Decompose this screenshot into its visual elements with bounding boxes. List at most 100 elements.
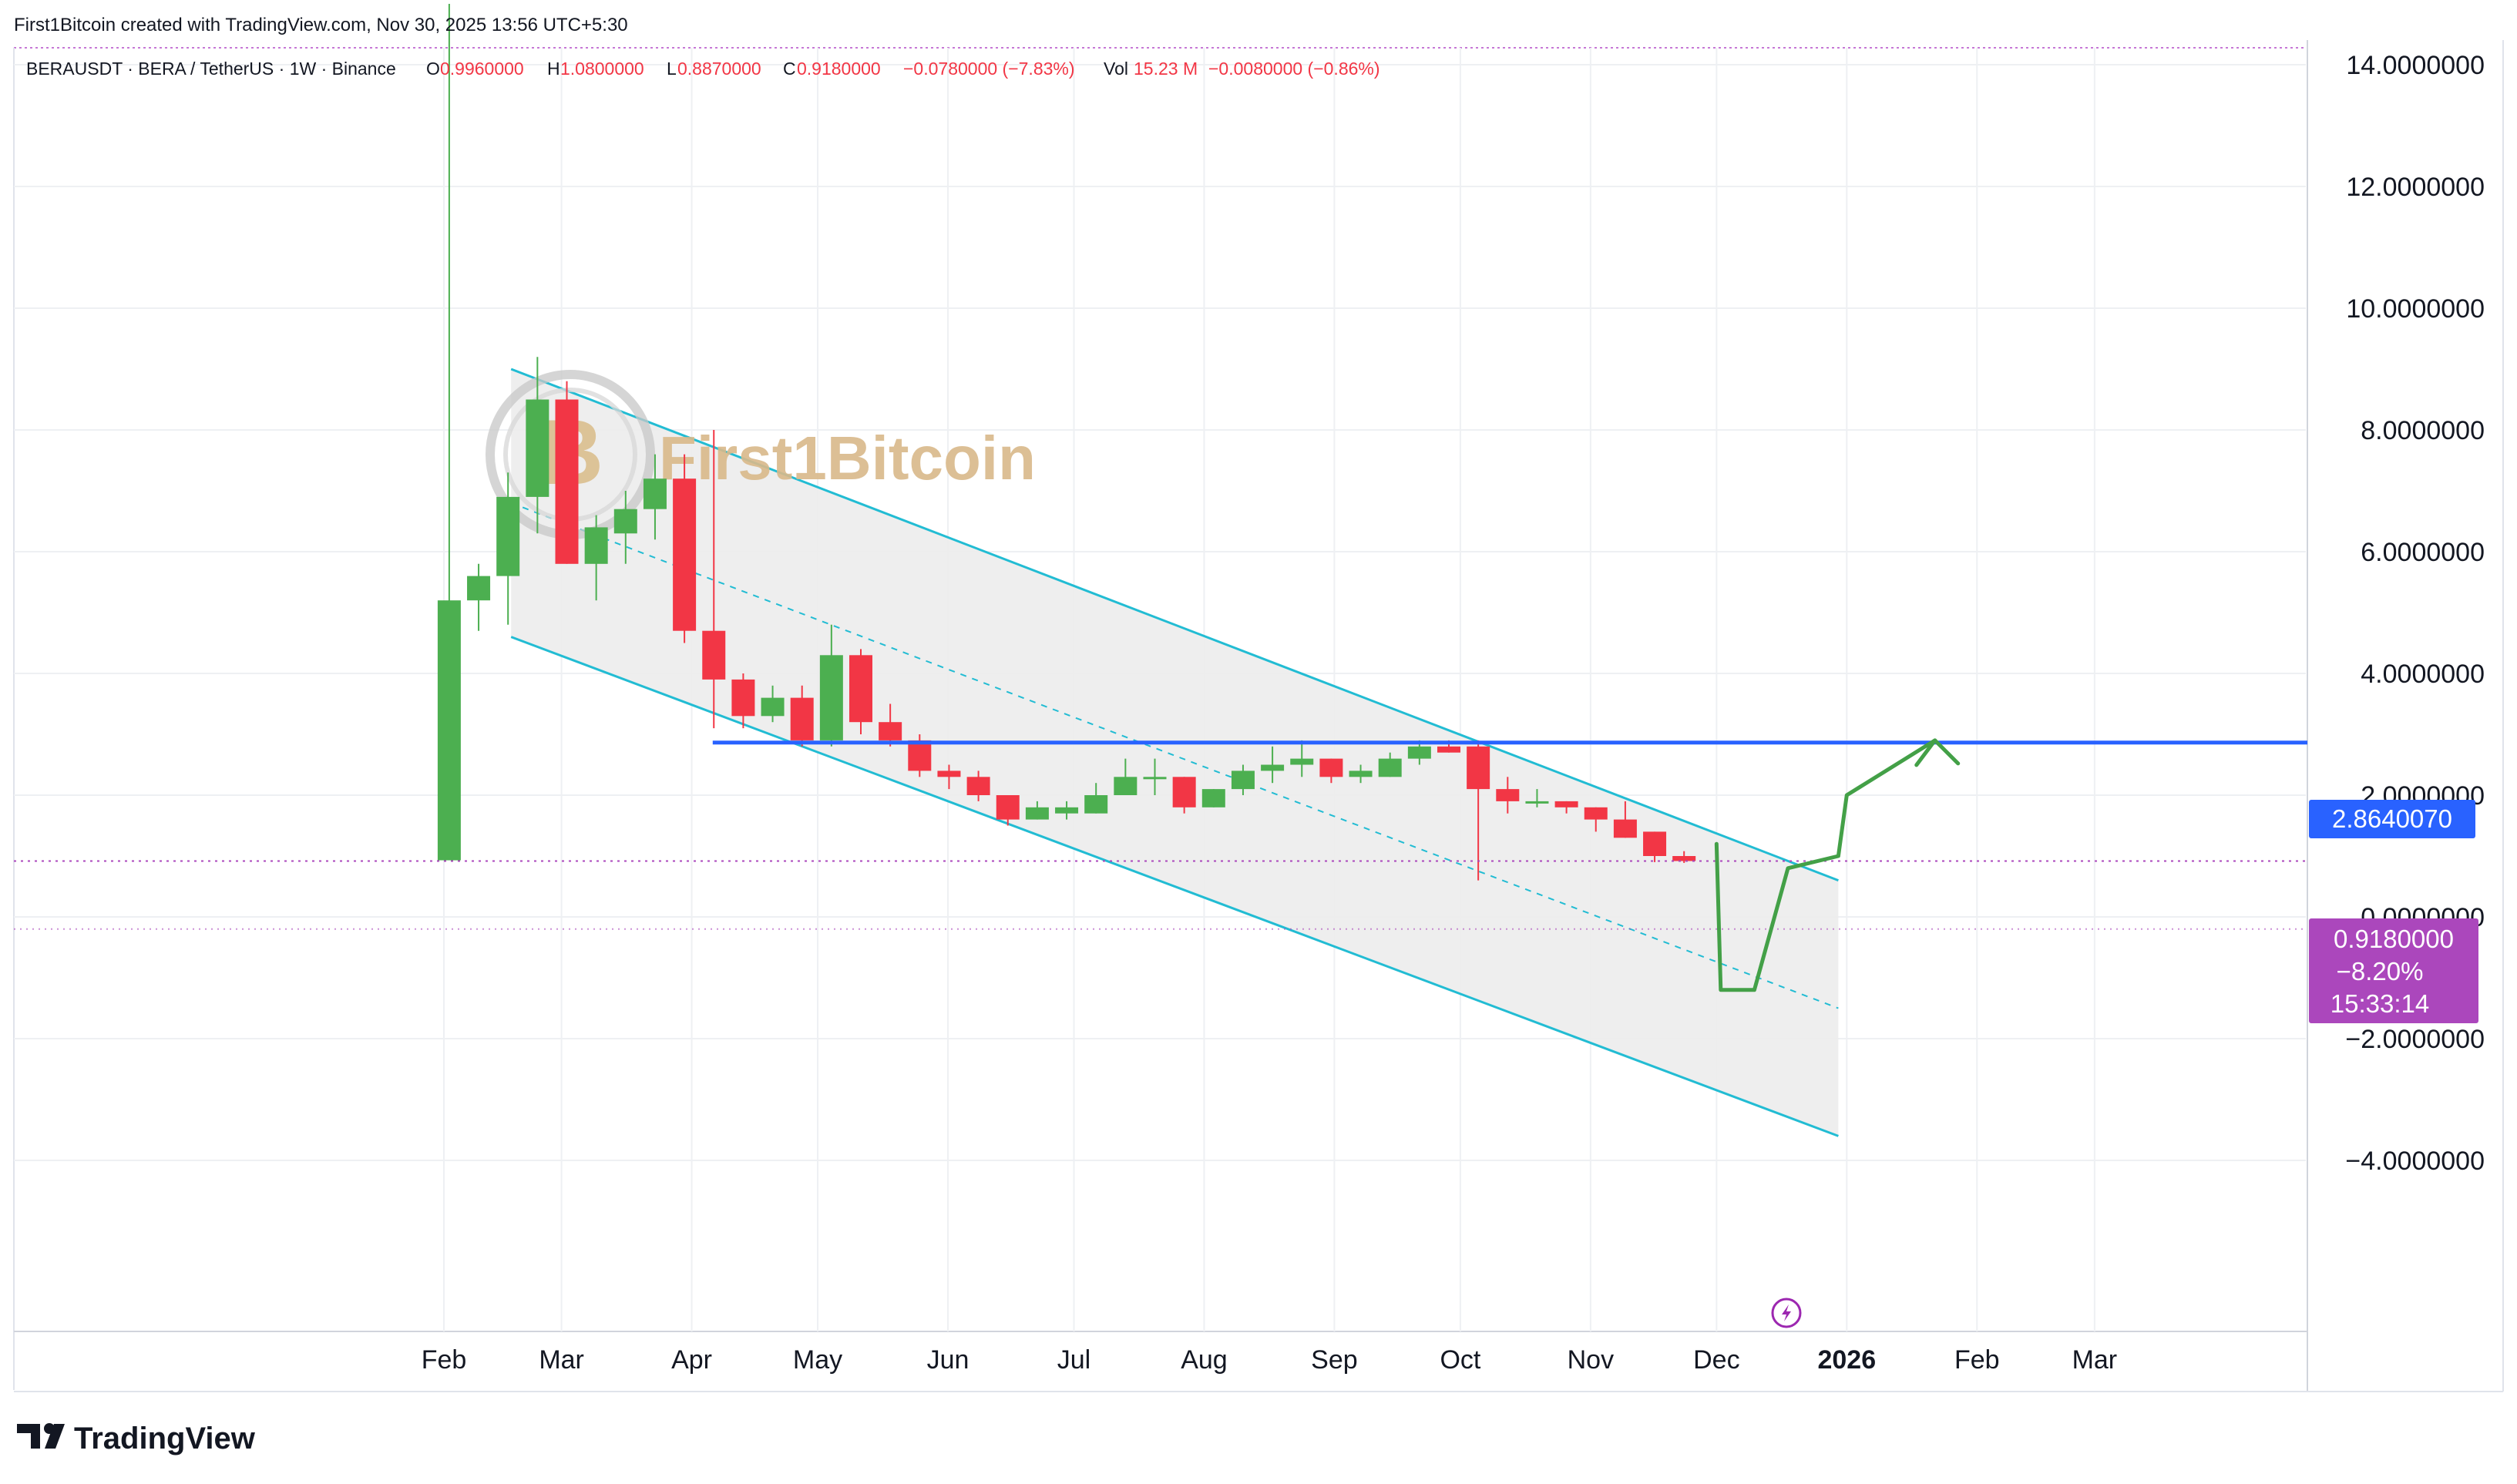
time-tick-label: Apr [671,1345,712,1375]
candle-body [1143,777,1167,780]
candle [643,454,667,540]
candle-body [1554,801,1578,807]
candle [1261,746,1285,784]
price-tick-label: 4.0000000 [2361,660,2485,689]
candle-body [1378,758,1402,777]
time-tick-label: Dec [1693,1345,1739,1375]
legend-c-value: 0.9180000 [797,59,881,79]
legend-symbol[interactable]: BERAUSDT · BERA / TetherUS · 1W · Binanc… [26,59,396,79]
candle [1467,740,1490,881]
candles [437,4,1696,881]
legend-o-value: 0.9960000 [440,59,524,79]
time-tick-label: Feb [422,1345,467,1375]
candle [1349,764,1373,784]
candle-body [761,697,785,717]
candle-body [1114,777,1138,795]
time-tick-label: Jun [927,1345,969,1375]
legend-o-label: O [426,59,440,79]
candle [526,357,549,534]
channel-upper-line [510,368,1839,881]
candle [613,491,637,564]
candle [790,685,814,747]
last-price-value: 0.9180000 [2334,925,2454,953]
last-price-badge: 0.9180000 −8.20% 15:33:14 [2309,918,2478,1023]
price-tick-label: −2.0000000 [2345,1025,2485,1054]
candle [1172,777,1196,814]
candle [1672,851,1696,863]
candle-body [1525,801,1549,804]
candle [702,430,726,729]
price-tick-label: 14.0000000 [2346,51,2485,80]
candle-body [555,399,579,564]
created-by-text: First1Bitcoin created with TradingView.c… [14,15,628,35]
legend-change: −0.0780000 (−7.83%) [903,59,1075,79]
candle-body [849,655,872,723]
candle [879,703,902,747]
candle [1554,801,1578,814]
projection-arrow [1714,738,1961,992]
candle [996,795,1020,826]
candle [1025,801,1049,820]
candle-body [879,722,902,740]
candle [1055,801,1079,820]
tradingview-logo[interactable]: TradingView [17,1422,256,1455]
projection-arrowhead [1914,738,1961,767]
candle-body [1496,789,1520,801]
candle [937,764,961,790]
price-tick-label: 8.0000000 [2361,416,2485,445]
price-axis[interactable]: 14.0000000 12.0000000 10.0000000 8.0000000 6… [2345,51,2485,1176]
candle [761,685,785,723]
candle-body [584,527,608,564]
candle [1378,752,1402,777]
legend-l-value: 0.8870000 [677,59,761,79]
candle-body [1201,789,1225,807]
candle [849,649,872,734]
resistance-badge: 2.8640070 [2309,800,2475,838]
candle [1143,758,1167,795]
time-tick-label: Nov [1568,1345,1614,1375]
candle [1084,783,1108,814]
candle-body [526,399,549,497]
time-tick-label: Mar [539,1345,584,1375]
candle-body [702,630,726,680]
candle-body [1261,764,1285,771]
candle-body [1025,807,1049,820]
last-price-line [14,860,2307,930]
candle-body [966,777,990,795]
event-bolt-icon[interactable] [1771,1298,1802,1328]
candle-body [1467,746,1490,790]
candle [1319,758,1343,784]
candle-body [1672,856,1696,861]
last-price-change: −8.20% [2337,957,2424,985]
candle-body [1584,807,1608,820]
time-axis[interactable]: Feb Mar Apr May Jun Jul Aug Sep Oct Nov Dec 2026 Feb… [422,1345,2117,1375]
candle-body [467,576,491,601]
candle-body [1319,758,1343,777]
candle [1613,801,1637,838]
candle-body [437,600,461,861]
time-tick-label: Feb [1954,1345,2000,1375]
candle [1114,758,1138,795]
candle-body [1231,771,1255,790]
candle [496,472,520,625]
time-tick-label: Mar [2072,1345,2118,1375]
candle [1290,740,1314,777]
candle [1643,831,1667,862]
projection-path [1714,738,1937,992]
price-tick-label: 10.0000000 [2346,294,2485,324]
tradingview-brand-text: TradingView [74,1422,256,1455]
candle-body [613,509,637,534]
channel-mid-line [510,502,1839,1009]
candle [1231,764,1255,795]
candle-body [643,478,667,509]
candle [1525,789,1549,807]
legend-vol-value: 15.23 M [1134,59,1198,79]
time-tick-label: Sep [1311,1345,1358,1375]
candle-body [908,740,932,771]
candle-body [1613,819,1637,838]
bar-countdown: 15:33:14 [2330,989,2429,1018]
candle [1496,777,1520,814]
regression-channel [510,368,1839,1137]
legend-l-label: L [667,59,677,79]
